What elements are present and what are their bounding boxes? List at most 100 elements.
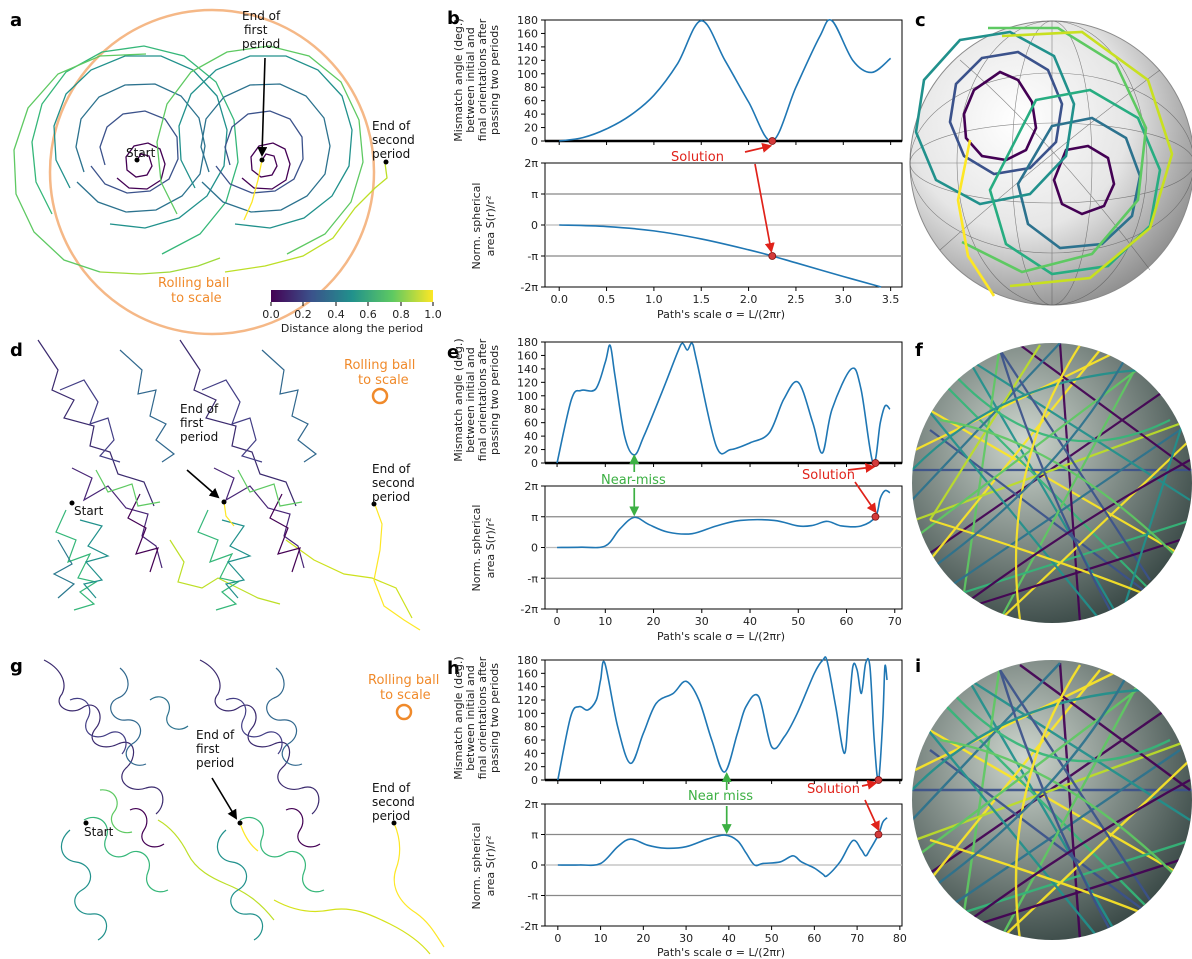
axes-frame (544, 19, 903, 142)
xlabel-h: Path's scale σ = L/(2πr) (657, 946, 785, 959)
data-series-line (557, 489, 891, 549)
panel-d-path-copy (179, 339, 318, 611)
solution-arrow-down (854, 481, 877, 514)
end-first-label-2: first (180, 416, 204, 430)
rolling-ball-label-2: to scale (380, 688, 431, 703)
x-tick-label: 3.0 (835, 293, 853, 306)
data-series-line (556, 342, 891, 465)
y-tick-label: -π (527, 890, 538, 903)
axes-b-bottom: -2π -π 0 π 2π 0.0 0.5 1.0 1.5 2.0 2.5 3.0 3.5 (520, 157, 903, 306)
ylabel-e-top: Mismatch angle (deg.) between initial an… (452, 338, 501, 461)
y-tick-label: 2π (524, 157, 538, 170)
panel-label-i: i (915, 656, 921, 677)
solution-arrow-up (847, 462, 876, 473)
rolling-ball-label-2: to scale (358, 373, 409, 388)
x-tick-label: 70 (850, 932, 864, 945)
y-tick-label: -2π (520, 920, 538, 933)
rolling-ball-label-1: Rolling ball (344, 358, 415, 373)
panel-label-f: f (915, 340, 923, 361)
x-tick-label: 20 (636, 932, 650, 945)
near-miss-label-e: Near-miss (601, 473, 666, 488)
end-first-label-1: End of (196, 728, 235, 742)
solution-label-h: Solution (807, 782, 860, 797)
svg-text:Mismatch angle (deg.): Mismatch angle (deg.) (452, 338, 465, 461)
panel-d-path (37, 339, 421, 631)
x-tick-label: 0 (554, 615, 561, 628)
x-tick-label: 10 (594, 932, 608, 945)
x-tick-label: 10 (598, 615, 612, 628)
y-tick-label: 120 (517, 54, 538, 67)
solution-marker-bottom (874, 830, 883, 839)
end-second-point (391, 820, 397, 826)
end-second-point (383, 159, 389, 165)
colorbar-tick: 1.0 (424, 308, 442, 321)
y-tick-label: 60 (524, 734, 538, 747)
y-tick-label: 0 (531, 542, 538, 555)
panel-i-sphere (912, 660, 1192, 940)
x-tick-label: 70 (888, 615, 902, 628)
x-tick-label: 60 (807, 932, 821, 945)
end-second-label-3: period (372, 147, 410, 161)
x-tick-label: 0.0 (550, 293, 568, 306)
rolling-ball-circle (371, 387, 389, 405)
y-tick-label: 180 (517, 654, 538, 667)
svg-text:passing two periods: passing two periods (488, 25, 501, 135)
y-tick-label: 2π (524, 480, 538, 493)
y-tick-label: 120 (517, 694, 538, 707)
xlabel-b: Path's scale σ = L/(2πr) (657, 308, 785, 321)
solution-marker-top (871, 459, 880, 467)
panel-c-sphere (909, 20, 1192, 306)
svg-text:Norm. spherical: Norm. spherical (470, 505, 483, 592)
colorbar-tick: 0.6 (359, 308, 377, 321)
x-tick-label: 1.0 (645, 293, 663, 306)
y-tick-label: 40 (524, 430, 538, 443)
x-tick-label: 50 (791, 615, 805, 628)
y-tick-label: 180 (517, 336, 538, 349)
y-tick-label: -2π (520, 603, 538, 616)
x-tick-label: 80 (893, 932, 907, 945)
rolling-ball-label-2: to scale (171, 291, 222, 306)
end-first-label-1: End of (180, 402, 219, 416)
colorbar-tick: 0.8 (392, 308, 410, 321)
x-tick-label: 40 (722, 932, 736, 945)
ylabel-h-top: Mismatch angle (deg.) between initial an… (452, 656, 501, 779)
end-second-label-2: second (372, 476, 415, 490)
y-tick-label: -π (527, 250, 538, 263)
end-first-point (221, 499, 227, 505)
start-label: Start (84, 825, 114, 839)
y-tick-label: 80 (524, 81, 538, 94)
svg-text:between initial and: between initial and (464, 665, 477, 771)
x-tick-label: 0 (554, 932, 561, 945)
y-tick-label: 0 (531, 219, 538, 232)
xlabel-e: Path's scale σ = L/(2πr) (657, 630, 785, 643)
solution-label-b: Solution (671, 150, 724, 165)
panel-label-h: h (447, 658, 460, 679)
solution-marker-bottom (871, 512, 880, 521)
y-tick-label: 20 (524, 761, 538, 774)
near-miss-label-h: Near miss (688, 789, 753, 804)
end-first-point (259, 157, 265, 163)
solution-marker-top (874, 776, 883, 784)
y-tick-label: 100 (517, 707, 538, 720)
panel-label-a: a (10, 10, 22, 31)
x-tick-label: 0.5 (598, 293, 616, 306)
colorbar (271, 290, 433, 302)
x-tick-label: 20 (647, 615, 661, 628)
ylabel-b-bottom: Norm. spherical area S(r)/r² (470, 183, 497, 270)
end-second-point (371, 501, 377, 507)
y-tick-label: 140 (517, 41, 538, 54)
svg-text:Norm. spherical: Norm. spherical (470, 823, 483, 910)
y-tick-label: 0 (531, 135, 538, 148)
svg-text:passing two periods: passing two periods (488, 345, 501, 455)
y-tick-label: 0 (531, 859, 538, 872)
x-tick-label: 2.5 (787, 293, 805, 306)
solution-arrow-down (754, 163, 775, 253)
y-tick-label: 60 (524, 95, 538, 108)
svg-text:area S(r)/r²: area S(r)/r² (484, 518, 497, 579)
x-tick-label: 40 (743, 615, 757, 628)
y-tick-label: 160 (517, 667, 538, 680)
y-tick-label: 140 (517, 363, 538, 376)
svg-text:final orientations after: final orientations after (476, 18, 489, 141)
